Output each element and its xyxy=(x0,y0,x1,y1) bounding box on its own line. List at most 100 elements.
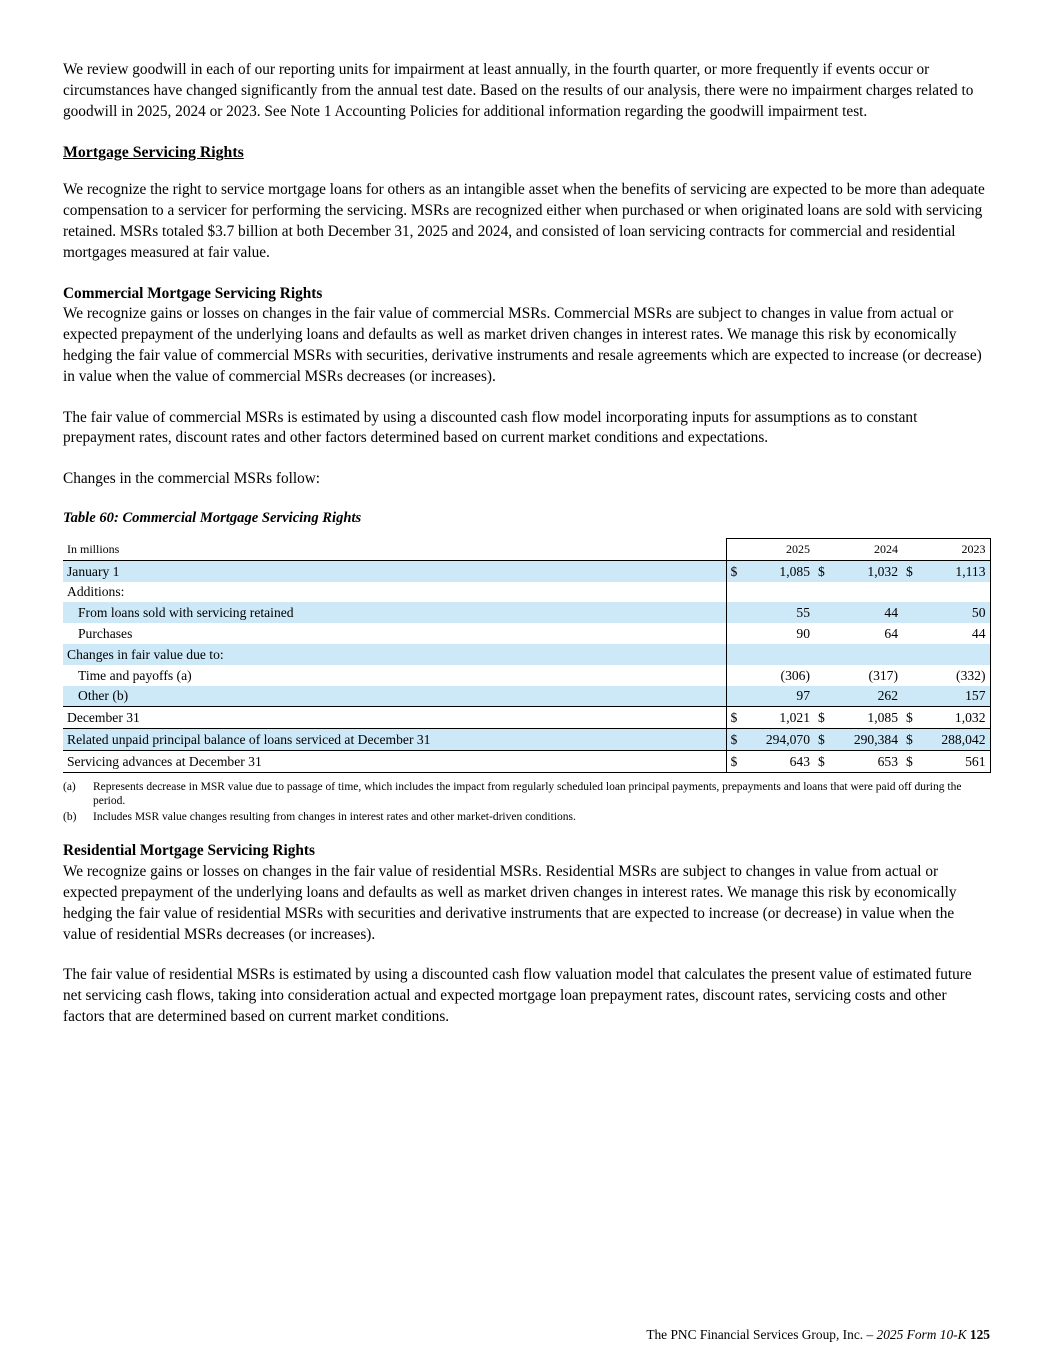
table-row: Time and payoffs (a) (306) (317) (332) xyxy=(63,664,991,686)
table-row: January 1 $1,085 $1,032 $1,113 xyxy=(63,560,991,582)
value-cell: 1,085 xyxy=(752,560,814,582)
dollar-sign-cell xyxy=(814,623,840,644)
dollar-sign-cell xyxy=(902,665,928,686)
row-label: Other (b) xyxy=(63,685,726,707)
commercial-paragraph-2: The fair value of commercial MSRs is est… xyxy=(63,408,918,447)
value-cell: 294,070 xyxy=(752,728,814,751)
footer-company-name: The PNC Financial Services Group, Inc. – xyxy=(646,1327,874,1342)
row-label: January 1 xyxy=(63,560,726,582)
dollar-sign-cell: $ xyxy=(725,706,752,729)
dollar-sign-cell: $ xyxy=(814,749,840,773)
dollar-sign-cell: $ xyxy=(725,728,752,751)
row-label: Additions: xyxy=(67,584,125,600)
value-cell: 64 xyxy=(884,625,898,641)
dollar-sign-cell xyxy=(814,665,840,686)
table-row: December 31 $1,021 $1,085 $1,032 xyxy=(63,706,991,729)
section-heading-mortgage-servicing-rights: Mortgage Servicing Rights xyxy=(63,144,244,162)
table-row: Changes in fair value due to: xyxy=(63,643,991,665)
footnote-a-text: Represents decrease in MSR value due to … xyxy=(93,780,962,807)
value-cell: (332) xyxy=(928,664,991,686)
dollar-sign-cell xyxy=(902,643,928,665)
dollar-sign-cell xyxy=(725,581,752,603)
value-cell: 1,032 xyxy=(840,560,902,582)
dollar-sign-cell: $ xyxy=(902,706,928,729)
subsection-heading-residential-msr: Residential Mortgage Servicing Rights xyxy=(63,842,315,860)
row-label: Time and payoffs (a) xyxy=(78,667,192,683)
commercial-paragraph-1: We recognize gains or losses on changes … xyxy=(63,305,982,385)
dollar-sign-cell xyxy=(902,623,928,644)
value-cell: 1,085 xyxy=(840,706,902,729)
table-row: Purchases 90 64 44 xyxy=(63,623,991,644)
value-cell xyxy=(752,582,814,603)
commercial-paragraph-3: Changes in the commercial MSRs follow: xyxy=(63,470,321,488)
value-cell: 157 xyxy=(928,685,991,707)
page-footer: The PNC Financial Services Group, Inc. –… xyxy=(646,1327,990,1343)
value-cell: 262 xyxy=(840,685,902,707)
value-cell: 653 xyxy=(840,749,902,773)
value-cell: 44 xyxy=(840,602,902,624)
value-cell: (306) xyxy=(780,667,810,683)
dollar-sign-cell: $ xyxy=(814,560,840,582)
dollar-sign-cell xyxy=(902,582,928,603)
row-label: December 31 xyxy=(63,706,726,729)
value-cell: 1,113 xyxy=(928,560,991,582)
value-cell: 643 xyxy=(752,749,814,773)
table-60-caption: Table 60: Commercial Mortgage Servicing … xyxy=(63,509,362,526)
footnote-b-text: Includes MSR value changes resulting fro… xyxy=(93,811,576,824)
row-label: Purchases xyxy=(78,625,133,641)
footnote-a-marker: (a) xyxy=(63,780,76,793)
dollar-sign-cell xyxy=(725,623,752,644)
unit-label: In millions xyxy=(63,538,726,561)
value-cell xyxy=(752,643,814,665)
residential-paragraph-2: The fair value of residential MSRs is es… xyxy=(63,966,972,1025)
footnote-b: (b) Includes MSR value changes resulting… xyxy=(63,810,990,824)
column-header-2025: 2025 xyxy=(725,537,814,561)
row-label: Servicing advances at December 31 xyxy=(63,749,726,773)
value-cell: (317) xyxy=(868,667,898,683)
value-cell xyxy=(840,643,902,665)
dollar-sign-cell: $ xyxy=(725,560,752,582)
subsection-heading-commercial-msr: Commercial Mortgage Servicing Rights xyxy=(63,284,323,302)
commercial-msr-table: In millions 2025 2024 2023 January 1 $1,0… xyxy=(63,537,991,773)
dollar-sign-cell: $ xyxy=(725,749,752,773)
table-row: Other (b) 97 262 157 xyxy=(63,685,991,707)
footnote-a: (a) Represents decrease in MSR value due… xyxy=(63,780,990,808)
dollar-sign-cell: $ xyxy=(902,560,928,582)
dollar-sign-cell xyxy=(814,685,840,707)
value-cell xyxy=(928,643,991,665)
dollar-sign-cell xyxy=(902,685,928,707)
value-cell: 561 xyxy=(928,749,991,773)
dollar-sign-cell xyxy=(725,685,752,707)
table-row: Additions: xyxy=(63,581,991,603)
value-cell: 90 xyxy=(796,625,810,641)
footer-page-number: 125 xyxy=(969,1327,990,1342)
value-cell: 290,384 xyxy=(840,728,902,751)
dollar-sign-cell xyxy=(814,582,840,603)
table-footnotes: (a) Represents decrease in MSR value due… xyxy=(63,780,990,825)
document-page: We review goodwill in each of our report… xyxy=(63,61,991,1025)
dollar-sign-cell xyxy=(725,664,752,686)
dollar-sign-cell: $ xyxy=(902,749,928,773)
footnote-b-marker: (b) xyxy=(63,811,77,824)
row-label: Related unpaid principal balance of loan… xyxy=(63,728,726,751)
value-cell: 50 xyxy=(928,602,991,624)
row-label: Changes in fair value due to: xyxy=(63,643,726,665)
table-row: Related unpaid principal balance of loan… xyxy=(63,728,991,751)
goodwill-paragraph: We review goodwill in each of our report… xyxy=(63,61,974,120)
dollar-sign-cell: $ xyxy=(814,728,840,751)
dollar-sign-cell xyxy=(814,643,840,665)
value-cell: 288,042 xyxy=(928,728,991,751)
value-cell: 55 xyxy=(752,602,814,624)
dollar-sign-cell xyxy=(814,602,840,624)
footer-form-name: 2025 Form 10-K xyxy=(876,1327,967,1342)
dollar-sign-cell: $ xyxy=(902,728,928,751)
residential-paragraph-1: We recognize gains or losses on changes … xyxy=(63,863,957,943)
dollar-sign-cell xyxy=(725,602,752,624)
msr-intro-paragraph: We recognize the right to service mortga… xyxy=(63,181,985,261)
value-cell: 1,021 xyxy=(752,706,814,729)
dollar-sign-cell xyxy=(902,602,928,624)
value-cell: 97 xyxy=(752,685,814,707)
value-cell: 44 xyxy=(928,623,991,644)
row-label: From loans sold with servicing retained xyxy=(63,602,726,624)
value-cell xyxy=(928,581,991,603)
